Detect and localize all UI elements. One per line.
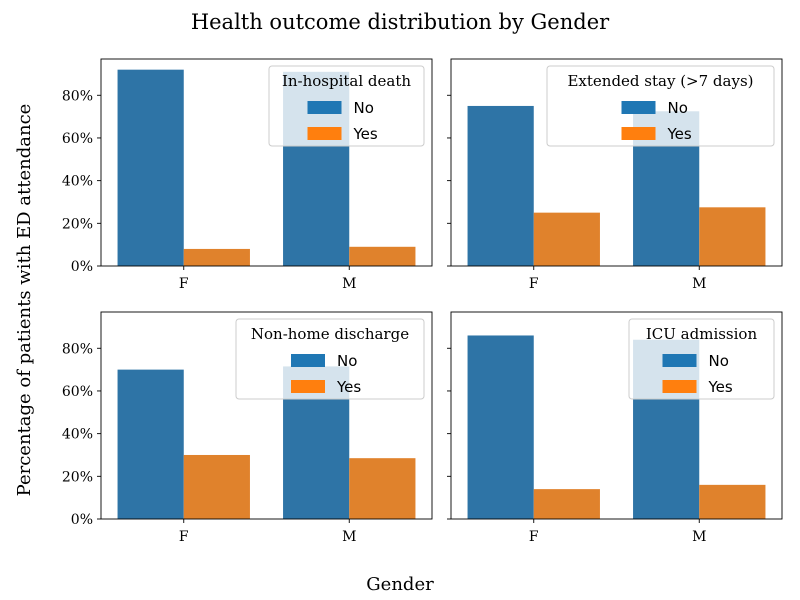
legend-box — [546, 65, 775, 147]
y-tick-label: 20% — [62, 469, 93, 485]
y-tick-label: 40% — [62, 427, 93, 443]
figure-title: Health outcome distribution by Gender — [191, 10, 610, 34]
figure-xlabel: Gender — [366, 574, 434, 595]
x-tick-label: F — [179, 276, 189, 292]
legend-title: ICU admission — [646, 325, 758, 343]
panels: F M 0% 20% 40% 60% 80% In-hospital death No Yes F M… — [62, 58, 783, 545]
panel-3: F M 0% 20% 40% 60% 80% Non-home discharge No Yes — [62, 311, 433, 545]
legend-box — [235, 318, 425, 400]
bar-no-f — [117, 69, 184, 266]
legend-swatch-no — [291, 354, 325, 367]
legend-label-no: No — [709, 352, 729, 370]
bar-yes-f — [183, 248, 250, 266]
figure-ylabel: Percentage of patients with ED attendanc… — [14, 104, 35, 497]
bar-yes-m — [349, 458, 416, 519]
legend-box — [268, 65, 425, 147]
legend-swatch-no — [662, 354, 697, 367]
legend: Extended stay (>7 days) No Yes — [546, 65, 775, 147]
bar-yes-m — [349, 246, 416, 266]
bar-yes-f — [533, 489, 600, 519]
axes-frame — [450, 58, 783, 267]
legend-swatch-yes — [621, 127, 656, 140]
legend-title: Extended stay (>7 days) — [567, 72, 753, 90]
legend-label-yes: Yes — [667, 125, 692, 143]
legend-label-no: No — [354, 99, 374, 117]
panel-2: F M Extended stay (>7 days) No Yes — [447, 58, 783, 292]
panel-4: F M ICU admission No Yes — [447, 311, 783, 545]
legend-box — [628, 318, 775, 400]
panel-1: F M 0% 20% 40% 60% 80% In-hospital death No Yes — [62, 58, 433, 292]
legend: Non-home discharge No Yes — [235, 318, 425, 400]
bar-yes-m — [699, 484, 766, 519]
y-tick-label: 0% — [71, 512, 93, 528]
legend: ICU admission No Yes — [628, 318, 775, 400]
legend-swatch-yes — [307, 127, 342, 140]
axes-frame — [450, 311, 783, 520]
legend: In-hospital death No Yes — [268, 65, 425, 147]
legend-label-yes: Yes — [336, 378, 361, 396]
legend-label-yes: Yes — [708, 378, 733, 396]
legend-swatch-yes — [291, 380, 325, 393]
legend-label-yes: Yes — [353, 125, 378, 143]
x-tick-label: F — [529, 276, 539, 292]
legend-label-no: No — [668, 99, 688, 117]
x-tick-label: F — [179, 529, 189, 545]
bar-no-f — [117, 369, 184, 519]
y-tick-label: 80% — [62, 341, 93, 357]
x-tick-label: F — [529, 529, 539, 545]
axes-frame — [100, 311, 433, 520]
legend-label-no: No — [337, 352, 357, 370]
y-tick-label: 60% — [62, 131, 93, 147]
x-tick-label: M — [692, 529, 706, 545]
x-tick-label: M — [342, 529, 356, 545]
legend-title: Non-home discharge — [251, 325, 409, 343]
x-tick-label: M — [342, 276, 356, 292]
y-tick-label: 20% — [62, 216, 93, 232]
bar-no-f — [467, 105, 534, 266]
bar-no-f — [467, 335, 534, 519]
y-tick-label: 80% — [62, 88, 93, 104]
bar-yes-f — [533, 212, 600, 266]
bar-yes-m — [699, 207, 766, 266]
axes-frame — [100, 58, 433, 267]
legend-swatch-no — [621, 101, 656, 114]
bar-yes-f — [183, 454, 250, 519]
legend-swatch-yes — [662, 380, 697, 393]
x-tick-label: M — [692, 276, 706, 292]
y-tick-label: 40% — [62, 174, 93, 190]
y-tick-label: 60% — [62, 384, 93, 400]
legend-title: In-hospital death — [282, 72, 411, 90]
legend-swatch-no — [307, 101, 342, 114]
y-tick-label: 0% — [71, 259, 93, 275]
